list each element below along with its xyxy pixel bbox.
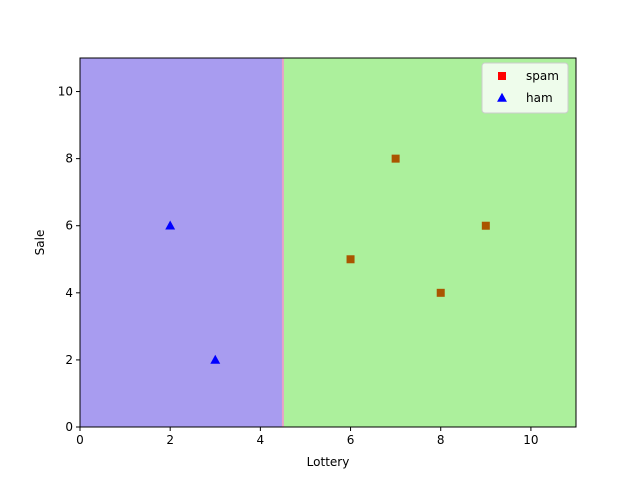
region-0 [80, 58, 283, 427]
y-tick-label: 8 [65, 152, 73, 166]
y-tick-label: 2 [65, 353, 73, 367]
x-axis-label: Lottery [307, 455, 350, 469]
x-tick-label: 4 [257, 433, 265, 447]
spam-point [346, 255, 355, 264]
spam-point [391, 154, 400, 163]
y-axis-label: Sale [33, 230, 47, 256]
spam-point [436, 288, 445, 297]
x-tick-label: 10 [523, 433, 538, 447]
x-tick-label: 0 [76, 433, 84, 447]
legend-marker-spam [498, 72, 506, 80]
y-tick-label: 0 [65, 420, 73, 434]
decision-regions [80, 58, 576, 427]
x-tick-label: 2 [166, 433, 174, 447]
legend-label-ham: ham [526, 91, 553, 105]
ham-point [210, 354, 221, 364]
legend: spam ham [481, 62, 569, 114]
y-tick-label: 10 [58, 85, 73, 99]
ham-point [165, 220, 176, 230]
legend-label-spam: spam [526, 69, 559, 83]
x-axis-ticks: 0 2 4 6 8 10 [76, 427, 539, 447]
y-tick-label: 4 [65, 286, 73, 300]
x-tick-label: 8 [437, 433, 445, 447]
legend-marker-ham [497, 92, 507, 102]
data-points [165, 154, 490, 364]
plot-frame [79, 57, 577, 428]
region-1 [282, 58, 576, 427]
x-tick-label: 6 [347, 433, 355, 447]
y-axis-ticks: 0 2 4 6 8 10 [58, 85, 80, 434]
y-tick-label: 6 [65, 219, 73, 233]
spam-point [481, 221, 490, 230]
